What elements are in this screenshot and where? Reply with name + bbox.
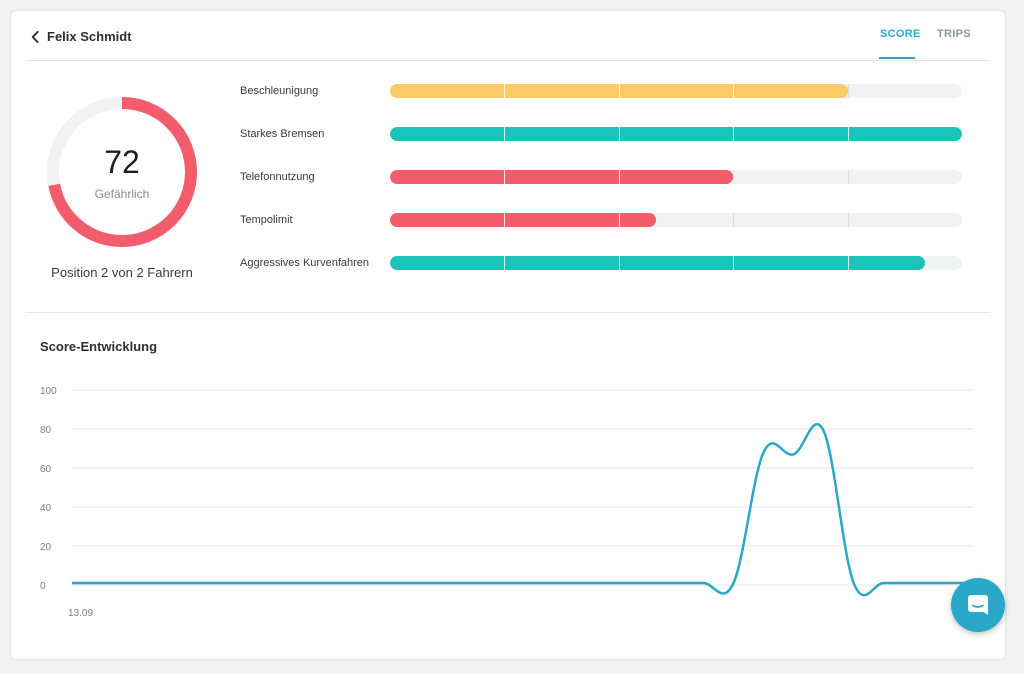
score-series-line <box>72 422 974 597</box>
tab-score[interactable]: SCORE <box>880 28 921 40</box>
score-ring-fill <box>47 97 197 247</box>
y-tick-label: 20 <box>40 542 52 553</box>
metric-bar-tick <box>733 170 734 184</box>
score-label: Gefährlich <box>94 187 150 201</box>
metric-bar-track <box>390 213 962 227</box>
metric-bar-track <box>390 127 962 141</box>
metric-label: Aggressives Kurvenfahren <box>240 257 370 269</box>
metric-label: Tempolimit <box>240 214 293 226</box>
metric-bar-tick <box>848 256 849 270</box>
metric-bar-track <box>390 256 962 270</box>
metric-bar-tick <box>619 170 620 184</box>
metric-bar-tick <box>848 213 849 227</box>
y-tick-label: 100 <box>40 386 57 397</box>
chart-title: Score-Entwicklung <box>40 339 158 354</box>
score-trend-chart: 0 20 40 60 80 100 13.09 <box>40 386 975 619</box>
metric-bar-tick <box>504 84 505 98</box>
metric-bar-tick <box>848 84 849 98</box>
metric-bar-tick <box>619 84 620 98</box>
y-tick-label: 0 <box>40 581 46 592</box>
score-ring <box>47 97 197 247</box>
section-divider <box>25 312 991 313</box>
metric-bar-tick <box>504 256 505 270</box>
chevron-left-icon <box>31 30 39 43</box>
metric-label: Starkes Bremsen <box>240 128 325 140</box>
metric-bar-tick <box>619 256 620 270</box>
metric-bar-fill <box>390 256 925 270</box>
driver-rank: Position 2 von 2 Fahrern <box>51 265 193 280</box>
metric-bar-tick <box>733 213 734 227</box>
metric-bar-track <box>390 84 962 98</box>
metric-bar-tick <box>733 127 734 141</box>
metric-bar-tick <box>619 213 620 227</box>
metric-bar-track <box>390 170 962 184</box>
metric-bar-fill <box>390 213 656 227</box>
driver-name: Felix Schmidt <box>47 29 132 44</box>
back-button[interactable]: Felix Schmidt <box>31 29 132 44</box>
metric-bar-tick <box>848 170 849 184</box>
metric-bar-tick <box>848 127 849 141</box>
metric-bar-tick <box>733 84 734 98</box>
card-header: Felix Schmidt SCORE TRIPS <box>11 11 1005 61</box>
metric-bar-tick <box>619 127 620 141</box>
driver-score-card: Felix Schmidt SCORE TRIPS 72 Gefährlich … <box>11 11 1005 659</box>
metric-label: Beschleunigung <box>240 85 319 97</box>
metric-bar-tick <box>504 170 505 184</box>
metric-bar-fill <box>390 170 733 184</box>
metric-label: Telefonnutzung <box>240 171 315 183</box>
tab-trips[interactable]: TRIPS <box>937 28 971 40</box>
chat-button[interactable] <box>951 578 1005 632</box>
metric-bar-tick <box>504 213 505 227</box>
header-divider <box>25 60 991 61</box>
y-tick-label: 40 <box>40 503 52 514</box>
chat-bubble-icon <box>968 595 988 615</box>
score-value: 72 <box>104 144 140 180</box>
y-tick-label: 60 <box>40 464 52 475</box>
metric-bar-tick <box>504 127 505 141</box>
score-gauge: 72 Gefährlich <box>46 96 198 248</box>
metric-bar-tick <box>733 256 734 270</box>
metric-bar-fill <box>390 127 962 141</box>
active-tab-indicator <box>879 57 915 59</box>
y-tick-label: 80 <box>40 425 52 436</box>
x-tick-label: 13.09 <box>68 608 93 619</box>
